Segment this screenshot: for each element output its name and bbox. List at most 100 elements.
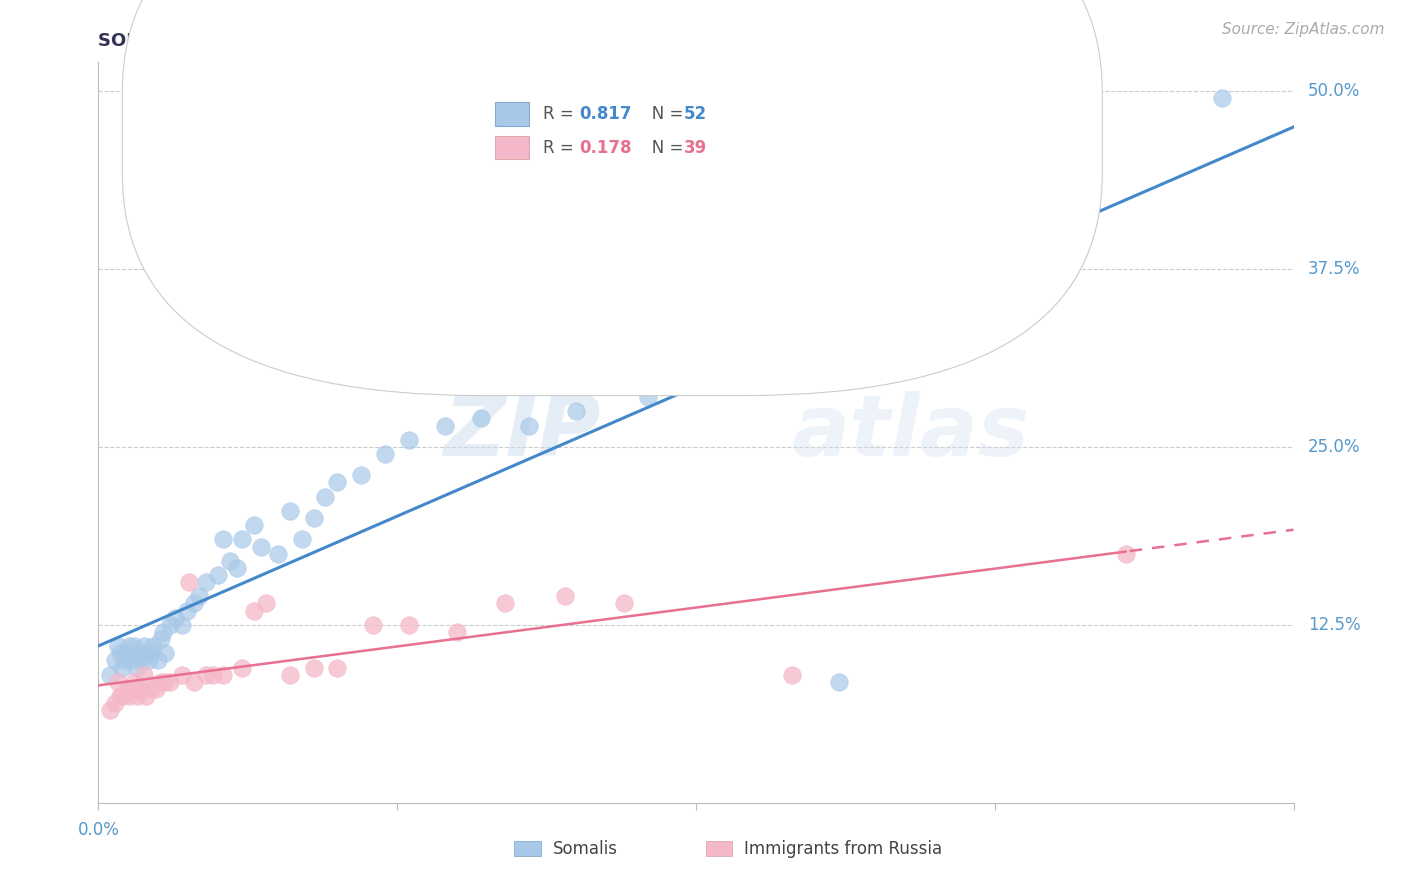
Point (565, 404, 588, 418)
Point (291, 533, 314, 547)
Point (183, 674, 205, 689)
Text: 0.817: 0.817 (579, 105, 631, 123)
Point (139, 646, 162, 660)
Point (145, 681, 167, 696)
Point (302, 511, 325, 525)
Point (124, 639, 146, 653)
Point (202, 667, 225, 681)
Point (132, 639, 155, 653)
Point (250, 540, 273, 554)
Point (152, 624, 174, 639)
Point (139, 681, 162, 696)
Point (121, 681, 143, 696)
Point (434, 418, 457, 433)
Point (1115, 547, 1137, 561)
Point (155, 674, 177, 689)
Point (118, 639, 141, 653)
Point (104, 653, 127, 667)
Point (828, 674, 851, 689)
Point (149, 674, 172, 689)
Point (211, 533, 233, 547)
Point (398, 433, 420, 447)
Point (374, 447, 396, 461)
Point (108, 689, 131, 703)
Point (780, 667, 803, 681)
Text: atlas: atlas (792, 391, 1029, 475)
Point (363, 617, 385, 632)
Point (211, 667, 233, 681)
Point (172, 667, 194, 681)
Point (111, 689, 134, 703)
Point (179, 575, 201, 590)
Text: N =: N = (637, 105, 689, 123)
Point (554, 590, 576, 604)
Text: ZIP: ZIP (443, 391, 600, 475)
Text: Somalis: Somalis (553, 839, 617, 858)
Point (446, 624, 468, 639)
Bar (706, 841, 731, 856)
Text: R =: R = (543, 105, 579, 123)
Text: 37.5%: 37.5% (1308, 260, 1361, 278)
Point (108, 646, 131, 660)
Point (118, 689, 141, 703)
Point (107, 639, 129, 653)
Point (128, 646, 150, 660)
Point (195, 667, 218, 681)
Point (195, 575, 218, 590)
Point (326, 475, 349, 490)
Point (176, 604, 198, 618)
Point (326, 660, 349, 674)
Point (267, 547, 290, 561)
Point (114, 653, 136, 667)
Point (148, 653, 170, 667)
Text: 52: 52 (685, 105, 707, 123)
Text: R =: R = (543, 138, 579, 157)
Text: 0.178: 0.178 (579, 138, 631, 157)
Text: SOMALI VS IMMIGRANTS FROM RUSSIA FAMILY POVERTY CORRELATION CHART: SOMALI VS IMMIGRANTS FROM RUSSIA FAMILY … (98, 32, 890, 50)
FancyBboxPatch shape (122, 0, 1102, 395)
Point (131, 681, 153, 696)
Point (131, 653, 153, 667)
Point (135, 646, 157, 660)
Point (398, 617, 420, 632)
Text: 12.5%: 12.5% (1308, 615, 1361, 634)
Point (124, 674, 146, 689)
Point (350, 468, 373, 483)
Point (149, 632, 172, 646)
Point (107, 674, 129, 689)
Point (207, 568, 229, 582)
Point (142, 639, 165, 653)
Point (517, 418, 540, 433)
Text: Immigrants from Russia: Immigrants from Russia (744, 839, 942, 858)
Point (115, 681, 138, 696)
Bar (495, 136, 529, 160)
Point (470, 411, 492, 425)
Point (159, 674, 181, 689)
Point (278, 504, 301, 518)
Point (125, 689, 148, 703)
Point (254, 597, 277, 611)
Point (121, 653, 143, 667)
Text: N =: N = (637, 138, 689, 157)
Point (98, 703, 122, 717)
Bar (515, 841, 541, 856)
Point (159, 617, 181, 632)
Point (132, 667, 155, 681)
Point (104, 696, 127, 710)
Point (278, 667, 301, 681)
Point (115, 646, 138, 660)
Point (183, 597, 205, 611)
Text: 50.0%: 50.0% (1308, 82, 1360, 100)
Text: Source: ZipAtlas.com: Source: ZipAtlas.com (1222, 22, 1385, 37)
Point (315, 490, 337, 504)
Point (163, 610, 186, 624)
Point (302, 660, 325, 674)
Text: 39: 39 (685, 138, 707, 157)
Point (172, 617, 194, 632)
Point (637, 390, 659, 404)
Bar (495, 103, 529, 126)
Point (231, 533, 253, 547)
Point (111, 660, 134, 674)
Point (125, 660, 148, 674)
Point (135, 689, 157, 703)
